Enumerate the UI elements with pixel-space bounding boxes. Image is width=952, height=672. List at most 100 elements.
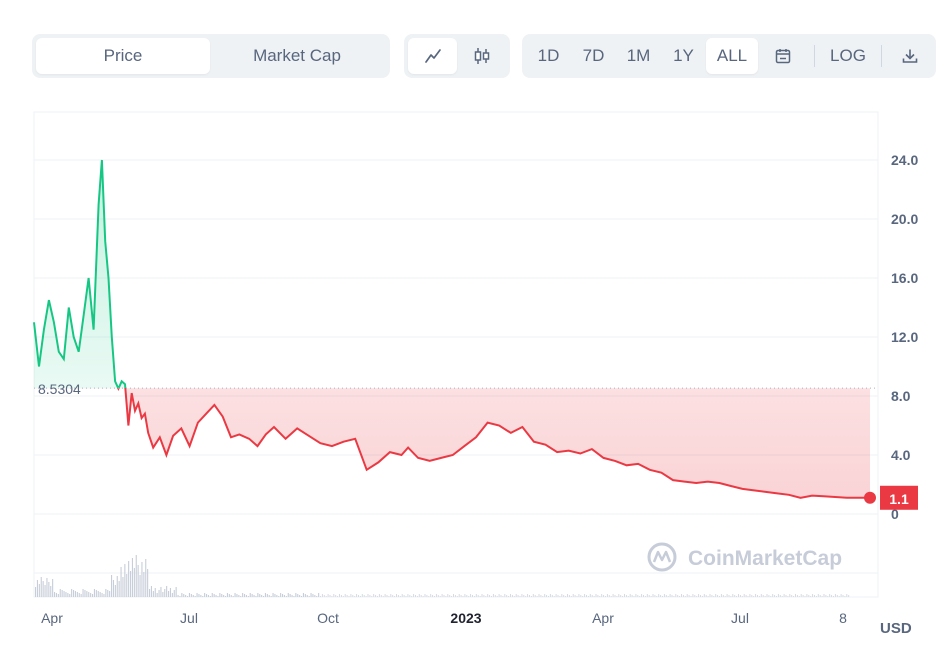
calendar-icon <box>774 47 792 65</box>
volume-bar <box>358 595 359 597</box>
volume-bar <box>804 596 806 597</box>
volume-bar <box>460 595 462 597</box>
volume-bar <box>684 596 686 597</box>
toolbar-divider <box>814 45 815 67</box>
volume-bar <box>665 595 667 597</box>
volume-bar <box>709 594 711 597</box>
volume-bar <box>86 591 88 597</box>
volume-bar <box>568 595 570 597</box>
volume-bar <box>130 571 132 597</box>
plot-frame <box>33 111 879 598</box>
download-button[interactable] <box>888 38 932 74</box>
candlestick-button[interactable] <box>457 38 506 74</box>
volume-bar <box>817 594 819 597</box>
volume-bar <box>796 595 798 597</box>
volume-bar <box>149 589 151 597</box>
volume-bar <box>430 594 432 597</box>
volume-bar <box>603 595 605 597</box>
volume-bar <box>97 591 99 597</box>
volume-bar <box>333 594 335 597</box>
volume-bar <box>111 575 113 597</box>
volume-bar <box>259 594 261 597</box>
volume-bar <box>356 594 358 597</box>
volume-bar <box>553 596 555 597</box>
volume-bar <box>415 595 416 597</box>
volume-bar <box>120 567 122 597</box>
volume-bar <box>755 594 757 597</box>
volume-bar <box>57 594 59 597</box>
volume-bar <box>747 596 749 597</box>
volume-bar <box>289 594 291 597</box>
volume-bar <box>629 594 631 597</box>
volume-bar <box>567 594 568 597</box>
volume-bar <box>221 594 223 597</box>
volume-bar <box>55 593 57 597</box>
volume-bar <box>515 594 517 597</box>
volume-bar <box>375 595 377 597</box>
volume-bar <box>297 594 299 597</box>
volume-bar <box>764 596 766 597</box>
volume-bar <box>772 594 774 597</box>
volume-bar <box>162 592 164 597</box>
price-line-up <box>33 159 127 388</box>
volume-bar <box>200 595 202 597</box>
volume-bar <box>656 596 658 597</box>
volume-bar <box>836 595 838 597</box>
volume-bar <box>760 594 762 597</box>
tab-market-cap[interactable]: Market Cap <box>253 46 341 65</box>
volume-bar <box>538 594 540 597</box>
volume-bar <box>641 594 643 597</box>
volume-bar <box>264 593 266 597</box>
volume-bar <box>774 595 776 597</box>
volume-bar <box>578 594 580 597</box>
volume-bar <box>751 595 753 597</box>
timeframe-1y[interactable]: 1Y <box>673 46 694 65</box>
volume-bar <box>825 595 827 597</box>
y-tick-label: 16.0 <box>891 270 918 286</box>
timeframe-1d[interactable]: 1D <box>537 46 560 65</box>
volume-bar <box>278 596 280 597</box>
volume-bar <box>494 595 496 597</box>
volume-bar <box>107 590 109 597</box>
volume-bar <box>236 594 238 597</box>
volume-bar <box>823 594 825 597</box>
volume-bar <box>475 594 477 597</box>
volume-bar <box>608 595 610 597</box>
volume-bar <box>158 590 160 597</box>
timeframe-all[interactable]: ALL <box>706 38 758 74</box>
tab-price[interactable]: Price <box>36 38 210 74</box>
timeframe-1m[interactable]: 1M <box>626 46 651 65</box>
volume-bar <box>557 595 559 597</box>
volume-bar <box>219 593 221 597</box>
volume-bar <box>247 596 249 597</box>
volume-bar <box>416 596 418 597</box>
volume-bar <box>831 595 833 597</box>
volume-bar <box>789 594 791 597</box>
date-range-button[interactable] <box>758 38 808 74</box>
volume-bar <box>470 594 472 597</box>
volume-bar <box>595 594 597 597</box>
volume-bar <box>502 596 504 597</box>
volume-bar <box>396 594 397 597</box>
volume-bar <box>508 596 510 597</box>
volume-bar <box>179 596 181 597</box>
volume-bar <box>549 594 551 597</box>
timeframe-7d[interactable]: 7D <box>582 46 605 65</box>
volume-bar <box>124 564 126 597</box>
line-chart-button[interactable] <box>408 38 457 74</box>
volume-bar <box>819 595 821 597</box>
volume-bar <box>346 595 348 597</box>
volume-bar <box>605 596 606 597</box>
price-line-down <box>117 388 870 499</box>
volume-bar <box>437 595 439 597</box>
volume-bar <box>424 594 426 597</box>
volume-bar <box>73 590 75 597</box>
volume-bar <box>570 596 572 597</box>
log-scale-button[interactable]: LOG <box>830 46 866 65</box>
coinmarketcap-watermark: CoinMarketCap <box>647 542 842 572</box>
volume-bar <box>150 586 152 597</box>
volume-bar <box>739 595 741 597</box>
volume-bar <box>211 593 213 597</box>
volume-bar <box>382 596 384 597</box>
